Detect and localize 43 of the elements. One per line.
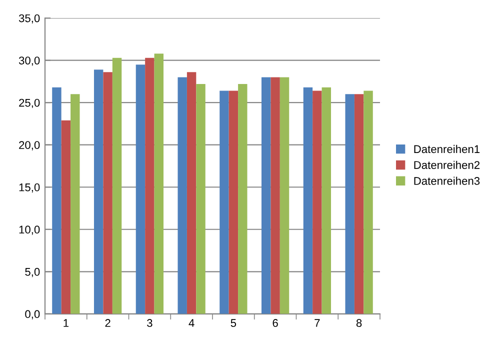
y-tick-label: 15,0 (19, 183, 40, 193)
bar (228, 90, 238, 314)
x-tick-label: 4 (188, 319, 194, 327)
bar (280, 77, 290, 314)
bar (178, 77, 187, 314)
bar (186, 72, 196, 314)
y-tick-label: 10,0 (19, 226, 40, 235)
bar (312, 90, 322, 314)
bar (112, 58, 122, 314)
y-tick-label: 35,0 (18, 14, 40, 24)
bar (94, 70, 104, 314)
bar (345, 94, 354, 314)
bar (364, 90, 373, 314)
bar (270, 77, 280, 314)
x-tick-label: 7 (314, 319, 320, 327)
x-tick-label: 1 (64, 319, 68, 327)
bar (70, 94, 80, 314)
x-tick-label: 3 (147, 319, 152, 327)
y-tick-label: 30,0 (18, 56, 40, 66)
x-tick-label: 2 (105, 319, 110, 327)
x-tick-label: 6 (272, 319, 278, 327)
y-tick-label: 5,0 (25, 268, 40, 278)
bar (136, 64, 146, 314)
bar (303, 87, 313, 314)
bar (196, 84, 206, 314)
y-tick-label: 0,0 (25, 310, 40, 320)
bar (61, 120, 71, 314)
bar (220, 90, 229, 314)
y-tick-label: 25,0 (19, 98, 40, 108)
legend-label: Datenreihen3 (414, 176, 480, 185)
legend-label: Datenreihen1 (414, 144, 480, 154)
bar (52, 87, 62, 314)
bar (154, 54, 164, 314)
bar (261, 77, 271, 314)
bar (354, 94, 364, 314)
legend-label: Datenreihen2 (414, 160, 480, 169)
bar (145, 58, 154, 314)
x-tick-label: 8 (356, 319, 362, 327)
x-tick-label: 5 (230, 319, 236, 327)
bar (238, 84, 248, 314)
y-tick-label: 20,0 (19, 141, 40, 150)
bar (103, 72, 112, 314)
bar (322, 87, 332, 314)
